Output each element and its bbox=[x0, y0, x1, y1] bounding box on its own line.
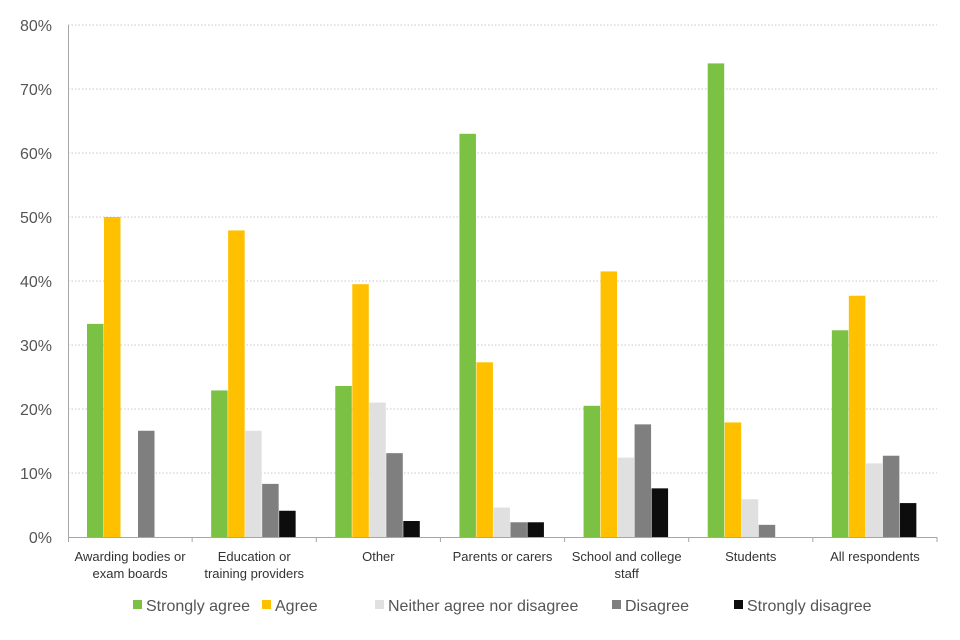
legend-swatch bbox=[133, 600, 142, 609]
bar-neither-agree-nor-disagree bbox=[369, 402, 386, 537]
y-tick-label: 30% bbox=[20, 338, 52, 355]
y-tick-label: 70% bbox=[20, 82, 52, 99]
bar-strongly-agree bbox=[831, 330, 849, 537]
bar-agree bbox=[104, 217, 121, 537]
x-category-label: Students bbox=[725, 549, 777, 564]
legend-label: Neither agree nor disagree bbox=[388, 598, 578, 615]
y-tick-label: 80% bbox=[20, 18, 52, 35]
bar-agree bbox=[600, 271, 618, 537]
bar-strongly-disagree bbox=[527, 522, 544, 537]
x-category-label: Education or bbox=[218, 549, 292, 564]
bar-strongly-disagree bbox=[279, 510, 296, 537]
y-tick-label: 60% bbox=[20, 146, 52, 163]
bar-strongly-agree bbox=[583, 405, 601, 537]
y-tick-label: 0% bbox=[29, 530, 52, 547]
bar-neither-agree-nor-disagree bbox=[245, 430, 262, 537]
bar-strongly-disagree bbox=[651, 488, 669, 537]
x-category-label: All respondents bbox=[830, 549, 920, 564]
bar-agree bbox=[476, 362, 493, 537]
bar-disagree bbox=[510, 522, 527, 537]
gridlines bbox=[68, 24, 937, 474]
legend-label: Strongly disagree bbox=[747, 598, 872, 615]
legend-label: Disagree bbox=[625, 598, 689, 615]
bar-disagree bbox=[634, 424, 652, 537]
bar-agree bbox=[848, 295, 866, 537]
bar-agree bbox=[724, 422, 742, 537]
bar-strongly-disagree bbox=[899, 503, 917, 537]
bar-neither-agree-nor-disagree bbox=[493, 507, 510, 537]
x-category-label: staff bbox=[614, 566, 639, 581]
x-category-label: School and college bbox=[572, 549, 682, 564]
y-tick-label: 40% bbox=[20, 274, 52, 291]
bar-strongly-agree bbox=[707, 63, 725, 538]
bar-agree bbox=[228, 230, 245, 537]
y-tick-label: 10% bbox=[20, 466, 52, 483]
bar-disagree bbox=[882, 455, 900, 537]
legend-swatch bbox=[612, 600, 621, 609]
y-tick-label: 20% bbox=[20, 402, 52, 419]
x-axis bbox=[68, 25, 938, 542]
bar-agree bbox=[352, 284, 369, 537]
bar-neither-agree-nor-disagree bbox=[617, 457, 635, 537]
bar-strongly-agree bbox=[335, 385, 352, 537]
bar-strongly-disagree bbox=[403, 521, 420, 537]
bar-strongly-agree bbox=[211, 390, 228, 537]
bar-disagree bbox=[262, 483, 279, 537]
y-axis-tick-labels: 0% 10% 20% 30% 40% 50% 60% 70% 80% bbox=[20, 18, 52, 547]
bar-disagree bbox=[386, 453, 403, 537]
bar-neither-agree-nor-disagree bbox=[741, 499, 759, 537]
x-category-label: Awarding bodies or bbox=[75, 549, 187, 564]
bars bbox=[87, 63, 917, 538]
legend-swatch bbox=[375, 600, 384, 609]
bar-strongly-agree bbox=[87, 323, 104, 537]
legend-swatch bbox=[262, 600, 271, 609]
legend: Strongly agree Agree Neither agree nor dis… bbox=[133, 598, 872, 615]
bar-disagree bbox=[758, 524, 776, 537]
bar-disagree bbox=[138, 430, 155, 537]
y-tick-label: 50% bbox=[20, 210, 52, 227]
x-axis-category-labels: Awarding bodies or exam boards Education o… bbox=[75, 549, 921, 581]
legend-label: Strongly agree bbox=[146, 598, 250, 615]
x-category-label: Other bbox=[362, 549, 395, 564]
bar-strongly-agree bbox=[459, 133, 476, 538]
x-category-label: training providers bbox=[204, 566, 304, 581]
x-category-label: exam boards bbox=[92, 566, 168, 581]
x-category-label: Parents or carers bbox=[453, 549, 553, 564]
bar-neither-agree-nor-disagree bbox=[865, 463, 883, 537]
legend-swatch bbox=[734, 600, 743, 609]
legend-label: Agree bbox=[275, 598, 318, 615]
